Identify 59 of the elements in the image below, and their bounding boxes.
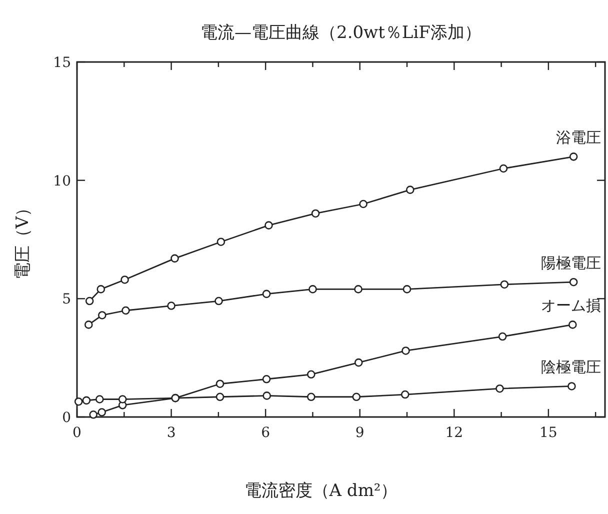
point (569, 278, 578, 286)
point (170, 254, 179, 263)
point (306, 392, 316, 402)
point (85, 296, 94, 306)
point (82, 396, 91, 405)
point (98, 311, 106, 320)
point (352, 392, 361, 402)
point (98, 408, 106, 416)
point (89, 410, 98, 419)
y-axis-title: 電圧（V） (13, 199, 33, 280)
y-tick-label: 15 (53, 55, 71, 71)
point (402, 346, 410, 355)
y-tick-label: 5 (62, 292, 71, 308)
point (496, 384, 504, 393)
point (214, 296, 223, 306)
point (568, 382, 576, 390)
point (500, 280, 509, 289)
chart-title: 電流—電圧曲線（2.0wt％LiF添加） (200, 23, 482, 43)
point (167, 302, 176, 310)
point (264, 221, 273, 230)
x-tick-label: 15 (540, 425, 558, 441)
point (359, 200, 368, 208)
point (406, 186, 414, 194)
point (118, 395, 127, 404)
legend-label: オーム損 (541, 296, 601, 315)
point (569, 152, 578, 161)
point (120, 276, 129, 284)
x-tick-label: 3 (166, 425, 176, 441)
point (122, 306, 130, 315)
point (95, 395, 104, 404)
point (311, 209, 320, 218)
point (216, 238, 226, 246)
point (402, 285, 412, 294)
point (308, 285, 317, 294)
point (216, 380, 224, 388)
point (400, 390, 410, 399)
point (354, 358, 363, 367)
point (74, 397, 83, 406)
point (354, 285, 362, 294)
point (499, 164, 508, 173)
point (84, 320, 93, 329)
point (262, 392, 271, 400)
series-label: 浴電圧 (556, 128, 601, 147)
x-tick-label: 0 (72, 425, 82, 441)
x-tick-label: 12 (445, 425, 464, 441)
point (262, 290, 271, 298)
y-tick-label: 0 (62, 410, 71, 426)
point (262, 374, 271, 384)
point (96, 285, 106, 294)
point (216, 392, 224, 402)
point (306, 370, 316, 379)
x-tick-label: 9 (355, 425, 364, 441)
series-label: 陰極電圧 (541, 358, 601, 376)
series-label: 陽極電圧 (541, 254, 601, 272)
x-axis-title: 電流密度（A dm²） (244, 481, 398, 501)
point (568, 320, 577, 329)
x-tick-label: 6 (261, 425, 270, 441)
point (498, 332, 507, 341)
y-tick-label: 10 (53, 173, 71, 190)
